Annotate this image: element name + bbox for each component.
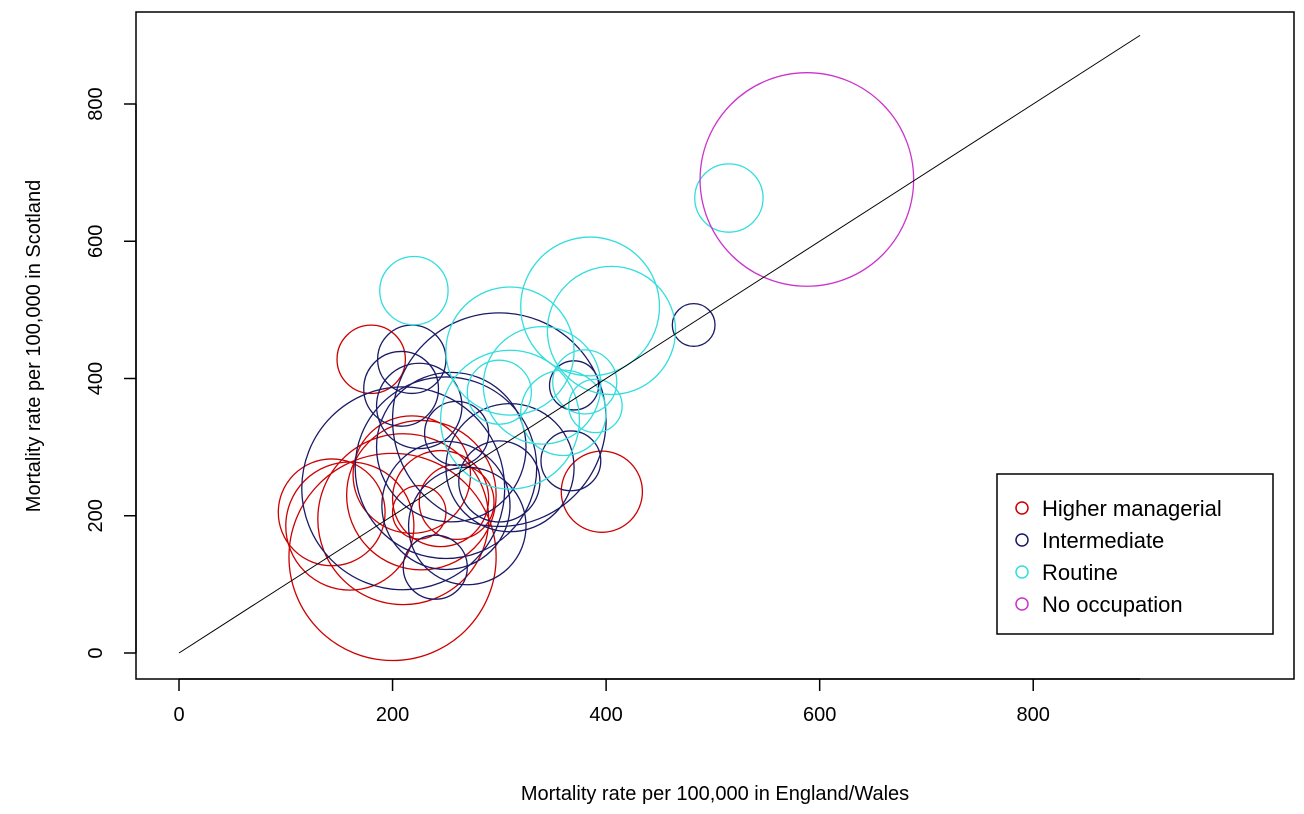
legend-label-intermediate: Intermediate xyxy=(1042,528,1164,553)
bubble-intermediate-10 xyxy=(402,534,468,600)
bubble-higher-managerial-4 xyxy=(317,433,490,606)
bubble-intermediate-12 xyxy=(445,402,575,533)
bubble-higher-managerial-5 xyxy=(345,419,497,571)
bubble-routine-7 xyxy=(546,265,677,396)
bubble-higher-managerial-2 xyxy=(285,461,415,591)
x-tick-label-800: 800 xyxy=(1017,704,1050,726)
legend-label-routine: Routine xyxy=(1042,560,1118,585)
bubble-routine-0 xyxy=(379,255,449,326)
bubble-intermediate-4 xyxy=(354,376,538,560)
bubble-higher-managerial-7 xyxy=(391,484,447,540)
x-tick-label-600: 600 xyxy=(803,704,836,726)
x-tick-label-400: 400 xyxy=(589,704,622,726)
bubble-routine-3 xyxy=(482,325,602,445)
bubble-intermediate-7 xyxy=(423,400,490,467)
bubble-intermediate-6 xyxy=(375,371,527,523)
x-axis-title: Mortality rate per 100,000 in England/Wa… xyxy=(521,783,909,805)
bubble-intermediate-14 xyxy=(540,430,602,492)
bubble-intermediate-15 xyxy=(671,302,716,347)
legend-label-higher-managerial: Higher managerial xyxy=(1042,496,1222,521)
legend-marker-routine xyxy=(1015,565,1029,579)
legend-box xyxy=(996,473,1274,635)
bubble-higher-managerial-6 xyxy=(352,415,472,534)
bubble-intermediate-3 xyxy=(301,386,506,591)
x-axis-ticks: 0 200 400 600 800 xyxy=(173,679,1050,726)
bubble-routine-1 xyxy=(439,349,581,490)
legend-marker-intermediate xyxy=(1015,533,1029,547)
x-tick-label-200: 200 xyxy=(376,704,409,726)
y-tick-label-400: 400 xyxy=(85,362,107,395)
legend-marker-higher-managerial xyxy=(1015,501,1029,515)
bubble-higher-managerial-1 xyxy=(277,458,386,567)
legend-label-no-occupation: No occupation xyxy=(1042,592,1183,617)
y-axis-ticks: 0 200 400 600 800 xyxy=(85,87,136,659)
bubble-routine-10 xyxy=(694,163,764,233)
y-axis-title: Mortality rate per 100,000 in Scotland xyxy=(23,180,45,512)
bubble-layer xyxy=(277,72,915,662)
x-tick-label-0: 0 xyxy=(173,704,184,726)
bubble-routine-9 xyxy=(568,378,623,434)
bubble-intermediate-11 xyxy=(458,440,541,523)
bubble-no-occupation-0 xyxy=(699,72,915,287)
bubble-higher-managerial-0 xyxy=(336,324,407,395)
y-tick-label-800: 800 xyxy=(85,87,107,120)
y-tick-label-600: 600 xyxy=(85,225,107,258)
bubble-routine-2 xyxy=(445,286,575,416)
bubble-routine-5 xyxy=(466,359,533,425)
y-tick-label-0: 0 xyxy=(85,647,107,658)
bubble-higher-managerial-8 xyxy=(391,449,490,548)
bubble-higher-managerial-3 xyxy=(288,452,497,662)
bubble-routine-8 xyxy=(552,349,618,415)
bubble-intermediate-8 xyxy=(381,440,511,571)
y-tick-label-200: 200 xyxy=(85,499,107,532)
bubble-intermediate-1 xyxy=(363,350,440,427)
legend-marker-no-occupation xyxy=(1015,597,1029,611)
reference-line xyxy=(178,34,1141,654)
bubble-routine-6 xyxy=(520,236,661,377)
bubble-intermediate-13 xyxy=(548,360,600,411)
legend: Higher managerial Intermediate Routine No o… xyxy=(996,473,1274,635)
